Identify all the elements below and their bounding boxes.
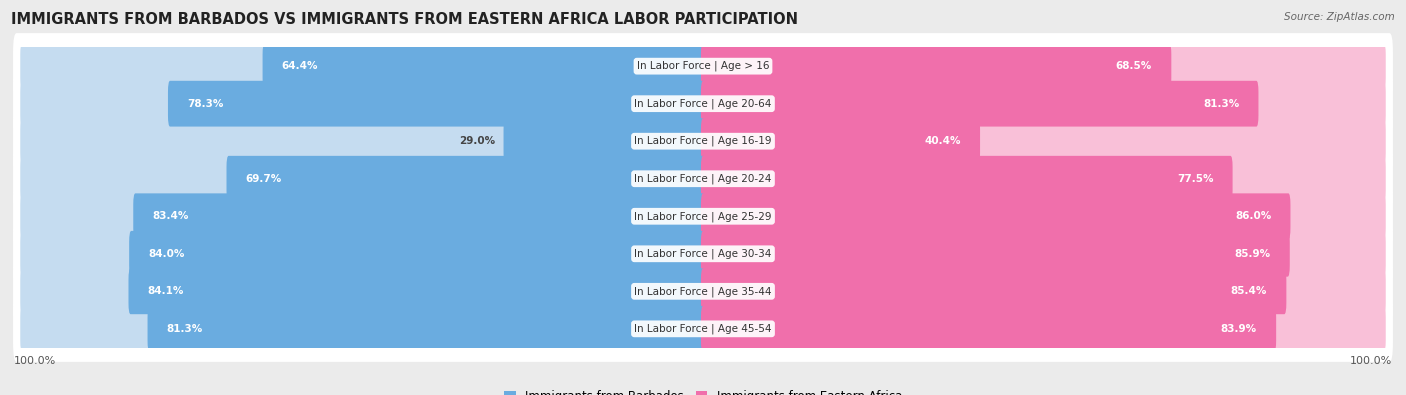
Text: 100.0%: 100.0%	[14, 356, 56, 366]
FancyBboxPatch shape	[167, 81, 704, 126]
Text: 83.9%: 83.9%	[1220, 324, 1257, 334]
FancyBboxPatch shape	[13, 221, 1393, 287]
FancyBboxPatch shape	[13, 183, 1393, 249]
Text: 100.0%: 100.0%	[1350, 356, 1392, 366]
Text: 85.9%: 85.9%	[1234, 249, 1271, 259]
FancyBboxPatch shape	[702, 269, 1286, 314]
FancyBboxPatch shape	[503, 118, 704, 164]
Text: 85.4%: 85.4%	[1230, 286, 1267, 296]
Text: 81.3%: 81.3%	[167, 324, 202, 334]
Text: 29.0%: 29.0%	[460, 136, 495, 146]
FancyBboxPatch shape	[129, 231, 704, 276]
Text: In Labor Force | Age 35-44: In Labor Force | Age 35-44	[634, 286, 772, 297]
FancyBboxPatch shape	[702, 306, 1277, 352]
Text: 84.0%: 84.0%	[149, 249, 184, 259]
Text: In Labor Force | Age 20-64: In Labor Force | Age 20-64	[634, 98, 772, 109]
Text: Source: ZipAtlas.com: Source: ZipAtlas.com	[1284, 12, 1395, 22]
FancyBboxPatch shape	[702, 269, 1386, 314]
FancyBboxPatch shape	[20, 306, 704, 352]
Legend: Immigrants from Barbados, Immigrants from Eastern Africa: Immigrants from Barbados, Immigrants fro…	[499, 385, 907, 395]
Text: 78.3%: 78.3%	[187, 99, 224, 109]
Text: In Labor Force | Age 45-54: In Labor Force | Age 45-54	[634, 324, 772, 334]
FancyBboxPatch shape	[13, 296, 1393, 362]
Text: 84.1%: 84.1%	[148, 286, 184, 296]
Text: In Labor Force | Age > 16: In Labor Force | Age > 16	[637, 61, 769, 71]
Text: 86.0%: 86.0%	[1234, 211, 1271, 221]
Text: In Labor Force | Age 20-24: In Labor Force | Age 20-24	[634, 173, 772, 184]
FancyBboxPatch shape	[702, 231, 1289, 276]
FancyBboxPatch shape	[702, 43, 1386, 89]
FancyBboxPatch shape	[13, 146, 1393, 212]
FancyBboxPatch shape	[128, 269, 704, 314]
FancyBboxPatch shape	[20, 81, 704, 126]
FancyBboxPatch shape	[702, 194, 1291, 239]
FancyBboxPatch shape	[702, 118, 1386, 164]
FancyBboxPatch shape	[226, 156, 704, 201]
Text: In Labor Force | Age 30-34: In Labor Force | Age 30-34	[634, 248, 772, 259]
Text: In Labor Force | Age 25-29: In Labor Force | Age 25-29	[634, 211, 772, 222]
Text: 77.5%: 77.5%	[1177, 174, 1213, 184]
FancyBboxPatch shape	[702, 156, 1233, 201]
Text: 69.7%: 69.7%	[246, 174, 283, 184]
FancyBboxPatch shape	[702, 118, 980, 164]
FancyBboxPatch shape	[702, 156, 1386, 201]
FancyBboxPatch shape	[20, 118, 704, 164]
Text: 40.4%: 40.4%	[924, 136, 960, 146]
FancyBboxPatch shape	[702, 231, 1386, 276]
Text: In Labor Force | Age 16-19: In Labor Force | Age 16-19	[634, 136, 772, 147]
FancyBboxPatch shape	[702, 43, 1171, 89]
FancyBboxPatch shape	[13, 108, 1393, 174]
FancyBboxPatch shape	[702, 194, 1386, 239]
Text: 64.4%: 64.4%	[281, 61, 318, 71]
Text: IMMIGRANTS FROM BARBADOS VS IMMIGRANTS FROM EASTERN AFRICA LABOR PARTICIPATION: IMMIGRANTS FROM BARBADOS VS IMMIGRANTS F…	[11, 12, 799, 27]
FancyBboxPatch shape	[148, 306, 704, 352]
FancyBboxPatch shape	[20, 231, 704, 276]
FancyBboxPatch shape	[20, 43, 704, 89]
Text: 81.3%: 81.3%	[1204, 99, 1239, 109]
FancyBboxPatch shape	[13, 33, 1393, 99]
FancyBboxPatch shape	[20, 269, 704, 314]
FancyBboxPatch shape	[20, 194, 704, 239]
FancyBboxPatch shape	[702, 306, 1386, 352]
FancyBboxPatch shape	[20, 156, 704, 201]
FancyBboxPatch shape	[134, 194, 704, 239]
Text: 83.4%: 83.4%	[152, 211, 188, 221]
FancyBboxPatch shape	[702, 81, 1258, 126]
FancyBboxPatch shape	[263, 43, 704, 89]
FancyBboxPatch shape	[13, 71, 1393, 137]
FancyBboxPatch shape	[702, 81, 1386, 126]
Text: 68.5%: 68.5%	[1116, 61, 1152, 71]
FancyBboxPatch shape	[13, 258, 1393, 324]
